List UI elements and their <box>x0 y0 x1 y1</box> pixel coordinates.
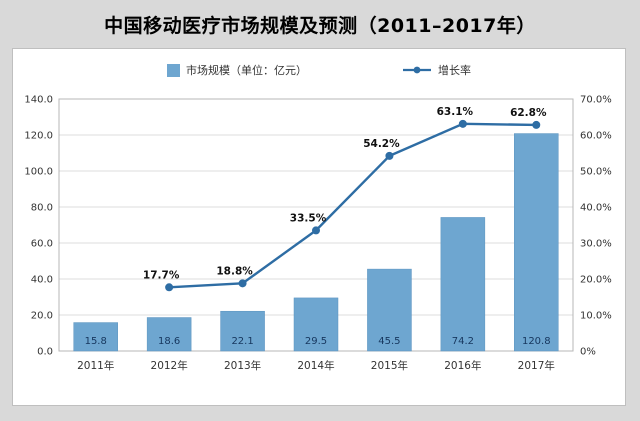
chart-panel: 市场规模（单位：亿元） 增长率 0.0 0% 20.0 10.0% 40.0 20.0% 6… <box>12 48 626 406</box>
right-axis-tick-label: 30.0% <box>580 239 612 250</box>
bar <box>367 268 412 352</box>
bar-value-label: 22.1 <box>231 336 253 347</box>
x-axis-label: 2013年 <box>224 359 261 372</box>
left-axis-tick-label: 100.0 <box>24 167 53 178</box>
right-axis-tick-label: 20.0% <box>580 275 612 286</box>
bar-value-label: 120.8 <box>522 336 551 347</box>
line-point <box>165 283 174 292</box>
right-axis-tick-label: 40.0% <box>580 203 612 214</box>
bar <box>73 322 118 352</box>
left-axis-tick-label: 20.0 <box>31 311 53 322</box>
right-axis-tick-label: 70.0% <box>580 95 612 106</box>
growth-line <box>169 122 537 289</box>
legend: 市场规模（单位：亿元） 增长率 <box>13 61 625 79</box>
legend-item-market-size: 市场规模（单位：亿元） <box>167 62 307 78</box>
right-axis-tick-label: 50.0% <box>580 167 612 178</box>
left-axis-tick-label: 60.0 <box>31 239 53 250</box>
bar-value-label: 45.5 <box>378 336 400 347</box>
bar <box>220 310 265 352</box>
line-point-label: 54.2% <box>363 138 400 150</box>
left-axis-tick-label: 0.0 <box>37 347 53 358</box>
bar-value-label: 15.8 <box>85 336 107 347</box>
line-point <box>385 151 394 160</box>
bar-value-label: 29.5 <box>305 336 327 347</box>
bar <box>146 317 192 352</box>
bar <box>514 133 559 352</box>
left-axis-tick-label: 80.0 <box>31 203 53 214</box>
line-point-label: 17.7% <box>143 269 180 281</box>
line-point-label: 63.1% <box>437 106 474 118</box>
legend-bars-label: 市场规模（单位：亿元） <box>186 64 307 77</box>
line-point <box>238 279 247 288</box>
right-axis-tick-label: 60.0% <box>580 131 612 142</box>
line-point <box>458 119 467 128</box>
line-point <box>532 120 541 129</box>
legend-item-growth-rate: 增长率 <box>402 62 471 78</box>
bar <box>293 297 339 352</box>
line-point-label: 62.8% <box>510 107 547 119</box>
line-point-label: 33.5% <box>290 212 327 224</box>
line-swatch-icon <box>402 65 432 75</box>
line-point <box>312 226 320 235</box>
bar <box>440 217 486 352</box>
left-axis-tick-label: 40.0 <box>31 275 53 286</box>
bar-value-label: 74.2 <box>452 336 474 347</box>
combo-chart: 0.0 0% 20.0 10.0% 40.0 20.0% 60.0 30.0% 80.0 40.0… <box>24 95 612 373</box>
chart-title: 中国移动医疗市场规模及预测（2011–2017年） <box>104 15 536 37</box>
x-axis-label: 2017年 <box>518 359 555 372</box>
x-axis-label: 2011年 <box>77 359 114 372</box>
line-point-label: 18.8% <box>216 265 253 277</box>
left-axis-tick-label: 120.0 <box>24 131 53 142</box>
bar-value-label: 18.6 <box>158 336 180 347</box>
right-axis-tick-label: 10.0% <box>580 311 612 322</box>
right-axis-tick-label: 0% <box>580 347 596 358</box>
x-axis-label: 2012年 <box>151 359 188 372</box>
left-axis-tick-label: 140.0 <box>24 95 53 106</box>
x-axis-label: 2016年 <box>444 359 481 372</box>
legend-line-label: 增长率 <box>438 64 471 77</box>
x-axis-label: 2015年 <box>371 359 408 372</box>
x-axis-label: 2014年 <box>297 359 334 372</box>
bar-swatch-icon <box>167 63 180 77</box>
